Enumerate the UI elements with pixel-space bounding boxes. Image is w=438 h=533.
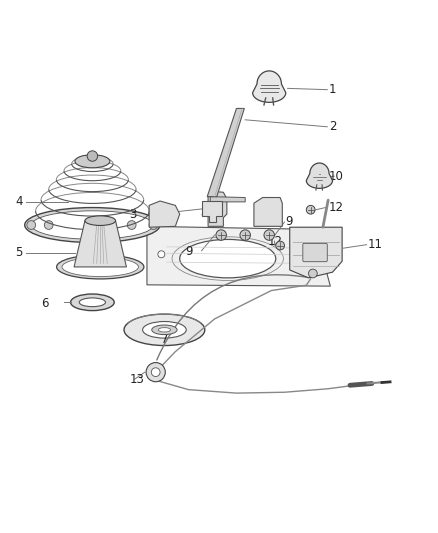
Polygon shape [290,227,342,278]
Polygon shape [74,221,127,267]
Circle shape [276,241,285,250]
Ellipse shape [158,328,170,332]
Circle shape [149,221,158,229]
Ellipse shape [75,155,110,168]
Ellipse shape [79,298,106,306]
Text: 7: 7 [161,333,169,346]
Text: 10: 10 [329,171,344,183]
Polygon shape [202,201,222,222]
Circle shape [308,269,317,278]
Text: 5: 5 [15,246,22,259]
Text: 13: 13 [130,373,145,386]
Circle shape [306,205,315,214]
Text: 3: 3 [130,208,137,222]
Ellipse shape [85,216,116,225]
Text: 9: 9 [286,215,293,229]
Circle shape [216,230,226,240]
Circle shape [44,221,53,229]
Ellipse shape [31,211,153,239]
Circle shape [151,368,160,376]
Text: 1: 1 [329,83,336,96]
Polygon shape [253,71,286,102]
Circle shape [158,251,165,258]
Ellipse shape [57,255,144,279]
Ellipse shape [143,321,186,338]
Text: 11: 11 [367,238,382,251]
Circle shape [127,221,136,229]
Text: 2: 2 [329,120,336,133]
Circle shape [87,151,98,161]
Polygon shape [210,197,245,202]
Polygon shape [254,198,283,227]
FancyBboxPatch shape [303,244,327,262]
Text: 12: 12 [329,200,344,214]
Text: 12: 12 [268,235,283,248]
Ellipse shape [152,325,177,335]
Ellipse shape [71,294,114,311]
Circle shape [240,230,251,240]
Ellipse shape [62,257,138,277]
Ellipse shape [124,314,205,345]
Ellipse shape [25,207,160,243]
Text: 9: 9 [185,245,193,258]
Polygon shape [149,201,180,227]
Text: 6: 6 [41,297,49,310]
Circle shape [146,362,165,382]
Text: 4: 4 [15,196,23,208]
Polygon shape [147,227,330,286]
Circle shape [264,230,275,240]
Polygon shape [208,191,227,227]
Polygon shape [306,163,332,188]
Circle shape [27,221,35,229]
Polygon shape [207,108,244,197]
Text: 8: 8 [201,207,208,220]
Ellipse shape [180,239,276,278]
